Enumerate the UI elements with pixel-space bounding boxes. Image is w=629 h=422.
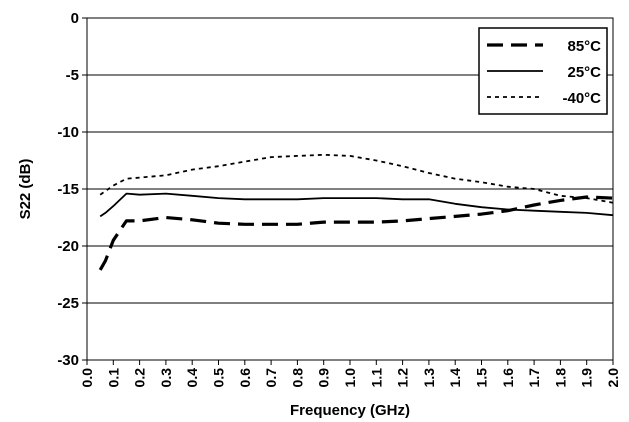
x-tick-label: 1.5 (474, 368, 490, 388)
series-lines (98, 153, 614, 271)
y-tick-label: -15 (57, 181, 79, 198)
y-axis-ticks: 0 -5 -10 -15 -20 -25 -30 (57, 10, 87, 369)
legend: 85°C 25°C -40°C (478, 27, 608, 115)
x-tick-label: 0.5 (211, 368, 227, 388)
x-tick-label: 0.3 (158, 368, 174, 388)
x-tick-label: 1.1 (368, 368, 384, 388)
x-tick-label: 1.8 (552, 368, 568, 388)
x-tick-label: 1.9 (579, 368, 595, 388)
x-tick-label: 1.7 (526, 368, 542, 388)
x-tick-label: 0.9 (316, 368, 332, 388)
x-tick-label: 0.8 (289, 368, 305, 388)
x-tick-label: 1.2 (395, 368, 411, 388)
y-tick-label: -10 (57, 124, 79, 141)
y-tick-label: -5 (66, 67, 79, 84)
x-axis-title: Frequency (GHz) (290, 402, 410, 419)
x-tick-label: 0.0 (79, 368, 95, 388)
x-tick-label: 0.6 (237, 368, 253, 388)
x-tick-label: 0.2 (132, 368, 148, 388)
legend-label: -40°C (562, 90, 601, 107)
series-line (99, 153, 614, 204)
x-tick-label: 0.1 (105, 368, 121, 388)
series-line (99, 192, 614, 218)
series-line (98, 195, 614, 271)
x-tick-label: 1.3 (421, 368, 437, 388)
x-tick-label: 2.0 (605, 368, 621, 388)
legend-label: 25°C (567, 64, 601, 81)
x-axis-ticks: 0.0 0.1 0.2 0.3 0.4 0.5 0.6 0.7 0.8 0.9 1.0 1.1 1.2 1… (79, 360, 621, 387)
y-tick-label: -25 (57, 295, 79, 312)
y-tick-label: -30 (57, 352, 79, 369)
x-tick-label: 1.4 (447, 368, 463, 388)
y-axis-title: S22 (dB) (17, 159, 34, 220)
x-tick-label: 0.4 (184, 368, 200, 388)
y-tick-label: 0 (71, 10, 79, 27)
x-tick-label: 1.0 (342, 368, 358, 388)
x-tick-label: 0.7 (263, 368, 279, 388)
legend-label: 85°C (567, 38, 601, 55)
x-tick-label: 1.6 (500, 368, 516, 388)
y-tick-label: -20 (57, 238, 79, 255)
